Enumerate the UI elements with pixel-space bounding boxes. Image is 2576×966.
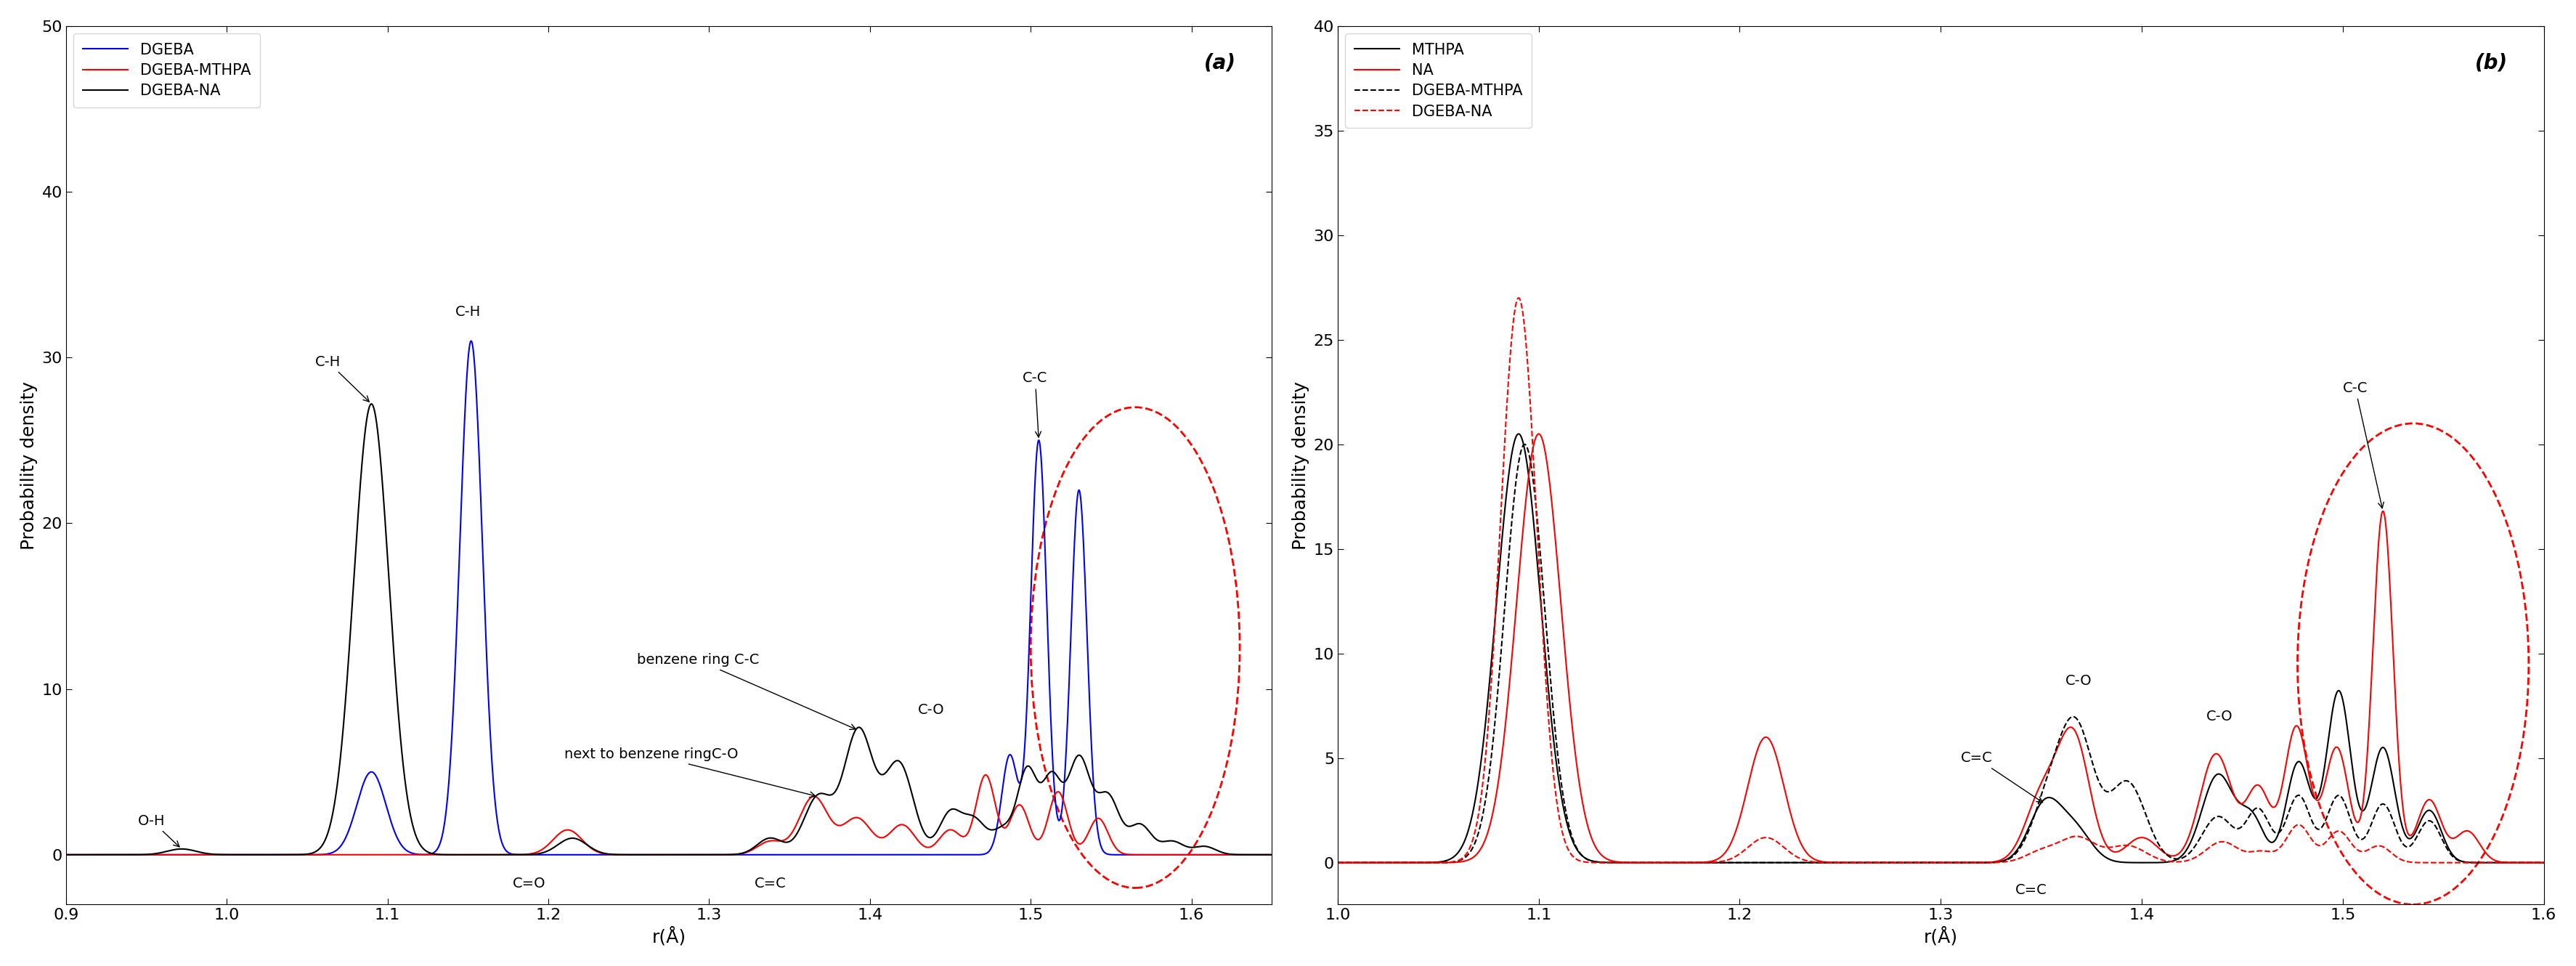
NA [1321,857,1352,868]
DGEBA [1010,742,1041,753]
Line: DGEBA-NA: DGEBA-NA [67,404,1273,855]
Legend: MTHPA, NA, DGEBA-MTHPA, DGEBA-NA: MTHPA, NA, DGEBA-MTHPA, DGEBA-NA [1345,34,1530,128]
DGEBA-MTHPA [1010,806,1041,817]
MTHPA [1321,857,1352,868]
DGEBA-NA [1759,835,1790,846]
NA [2035,756,2066,768]
Text: benzene ring C-C: benzene ring C-C [636,653,855,729]
DGEBA-MTHPA [2089,784,2120,796]
Text: C-O: C-O [917,703,945,717]
DGEBA-MTHPA [945,830,976,841]
DGEBA-NA [1383,857,1414,868]
DGEBA [52,849,82,861]
DGEBA-NA [111,849,142,861]
Line: MTHPA: MTHPA [1337,434,2543,863]
DGEBA-MTHPA [1257,849,1288,861]
DGEBA-MTHPA [1798,857,1829,868]
DGEBA-NA [1010,764,1041,776]
Y-axis label: Probability density: Probability density [21,381,39,550]
Text: C-C: C-C [2342,382,2383,508]
DGEBA-NA [765,835,796,846]
DGEBA-NA [355,398,386,410]
DGEBA-MTHPA [765,836,796,847]
X-axis label: r(Å): r(Å) [652,926,685,946]
Line: NA: NA [1337,434,2543,863]
DGEBA-MTHPA [2215,820,2246,832]
Text: C=C: C=C [2014,883,2045,897]
Text: C-C: C-C [1023,372,1048,438]
Text: (a): (a) [1203,52,1236,72]
DGEBA [111,849,142,861]
DGEBA-NA [52,849,82,861]
DGEBA-MTHPA [52,849,82,861]
DGEBA-NA [1257,849,1288,861]
DGEBA-MTHPA [1759,857,1790,868]
MTHPA [2215,786,2246,798]
DGEBA-MTHPA [1383,857,1414,868]
Text: C=C: C=C [755,877,786,891]
DGEBA [456,335,487,347]
Y-axis label: Probability density: Probability density [1291,381,1309,550]
DGEBA-MTHPA [1321,857,1352,868]
Line: DGEBA-MTHPA: DGEBA-MTHPA [67,775,1273,855]
NA [1522,428,1553,440]
NA [2527,857,2558,868]
DGEBA-MTHPA [971,769,1002,781]
NA [2215,783,2246,795]
Text: O-H: O-H [139,814,180,847]
Text: C-O: C-O [2205,709,2231,724]
DGEBA [1257,849,1288,861]
DGEBA-MTHPA [817,815,848,827]
DGEBA [770,849,801,861]
MTHPA [1759,857,1790,868]
DGEBA-NA [1321,857,1352,868]
DGEBA-NA [945,806,976,817]
DGEBA-NA [487,849,518,861]
DGEBA-NA [2035,839,2066,851]
Text: C-H: C-H [456,305,482,319]
NA [1759,745,1790,756]
DGEBA-NA [2215,839,2246,851]
Line: DGEBA-MTHPA: DGEBA-MTHPA [1337,444,2543,863]
MTHPA [2280,757,2311,769]
Line: DGEBA-NA: DGEBA-NA [1337,298,2543,863]
DGEBA-MTHPA [2280,790,2311,802]
Line: DGEBA: DGEBA [67,341,1273,855]
DGEBA-NA [1502,292,1533,303]
Text: C-O: C-O [2066,674,2092,688]
DGEBA-MTHPA [487,849,518,861]
MTHPA [2527,857,2558,868]
Text: next to benzene ringC-O: next to benzene ringC-O [564,748,814,797]
MTHPA [1383,857,1414,868]
X-axis label: r(Å): r(Å) [1924,926,1958,946]
DGEBA [945,849,976,861]
NA [2280,720,2311,731]
DGEBA [817,849,848,861]
DGEBA-MTHPA [2035,757,2066,769]
DGEBA-NA [2527,857,2558,868]
NA [2089,835,2120,846]
DGEBA [765,849,796,861]
DGEBA-MTHPA [2527,857,2558,868]
DGEBA-NA [2280,819,2311,831]
MTHPA [1502,428,1533,440]
MTHPA [2089,850,2120,862]
Text: C-H: C-H [314,355,368,402]
MTHPA [1808,857,1839,868]
Text: C=O: C=O [513,877,546,891]
DGEBA-NA [817,788,848,800]
Text: C=C: C=C [1960,752,2043,803]
Text: (b): (b) [2473,52,2506,72]
DGEBA-NA [2089,841,2120,853]
NA [1383,857,1414,868]
DGEBA [487,838,518,850]
DGEBA-MTHPA [1510,439,1540,450]
Legend: DGEBA, DGEBA-MTHPA, DGEBA-NA: DGEBA, DGEBA-MTHPA, DGEBA-NA [72,34,260,107]
MTHPA [2035,792,2066,804]
DGEBA-MTHPA [111,849,142,861]
